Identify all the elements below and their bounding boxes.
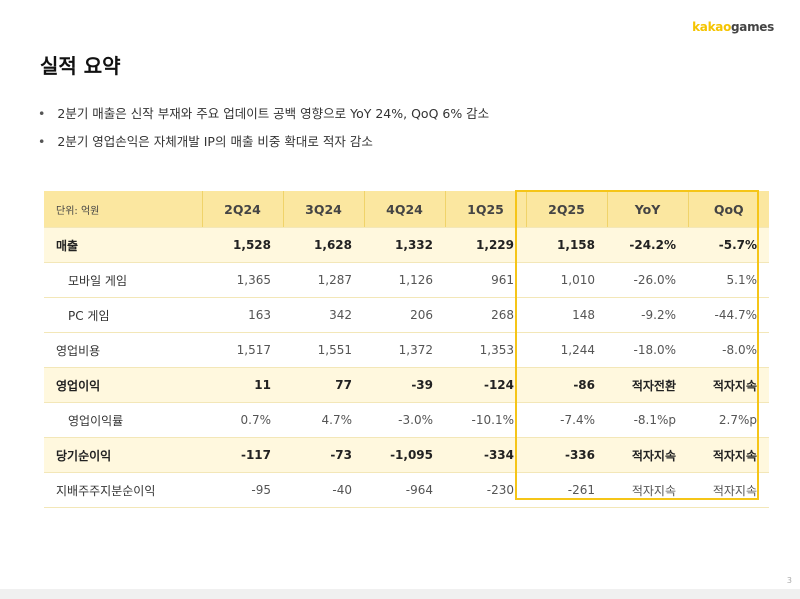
- row-label: 영업비용: [44, 332, 202, 368]
- cell-value: 148: [526, 297, 607, 333]
- row-label: 당기순이익: [44, 437, 202, 473]
- row-label: PC 게임: [44, 297, 202, 333]
- cell-value: 268: [445, 297, 526, 333]
- cell-value: -1,095: [364, 437, 445, 473]
- cell-value: 1,551: [283, 332, 364, 368]
- column-header: 1Q25: [444, 191, 526, 228]
- table-row: 모바일 게임 1,365 1,287 1,126 961 1,010 -26.0% 5.1%: [44, 262, 769, 298]
- cell-value: 1,126: [364, 262, 445, 298]
- cell-value: 961: [445, 262, 526, 298]
- table-row: 영업비용 1,517 1,551 1,372 1,353 1,244 -18.0% -8.0%: [44, 332, 769, 368]
- cell-value: -26.0%: [607, 262, 688, 298]
- cell-value: -24.2%: [607, 227, 688, 263]
- summary-bullets: 2분기 매출은 신작 부재와 주요 업데이트 공백 영향으로 YoY 24%, …: [38, 100, 489, 156]
- page-number: 3: [786, 576, 792, 585]
- cell-value: -95: [202, 472, 283, 508]
- cell-value: 적자지속: [688, 472, 769, 508]
- table-row: 영업이익 11 77 -39 -124 -86 적자전환 적자지속: [44, 367, 769, 403]
- cell-value: 4.7%: [283, 402, 364, 438]
- cell-value: -964: [364, 472, 445, 508]
- cell-value: 1,372: [364, 332, 445, 368]
- bullet-item: 2분기 영업손익은 자체개발 IP의 매출 비중 확대로 적자 감소: [38, 128, 489, 156]
- cell-value: 0.7%: [202, 402, 283, 438]
- cell-value: -18.0%: [607, 332, 688, 368]
- cell-value: -86: [526, 367, 607, 403]
- cell-value: 1,365: [202, 262, 283, 298]
- cell-value: 1,628: [283, 227, 364, 263]
- cell-value: 적자지속: [688, 367, 769, 403]
- column-header: 2Q25: [525, 191, 607, 228]
- table-row: 지배주주지분순이익 -95 -40 -964 -230 -261 적자지속 적자지속: [44, 472, 769, 508]
- row-label: 영업이익: [44, 367, 202, 403]
- cell-value: 1,517: [202, 332, 283, 368]
- cell-value: 적자지속: [607, 437, 688, 473]
- cell-value: 1,332: [364, 227, 445, 263]
- cell-value: -8.0%: [688, 332, 769, 368]
- cell-value: 206: [364, 297, 445, 333]
- cell-value: 77: [283, 367, 364, 403]
- column-header: 3Q24: [282, 191, 364, 228]
- cell-value: -39: [364, 367, 445, 403]
- cell-value: 적자지속: [688, 437, 769, 473]
- row-label: 매출: [44, 227, 202, 263]
- cell-value: 1,158: [526, 227, 607, 263]
- cell-value: 163: [202, 297, 283, 333]
- cell-value: -230: [445, 472, 526, 508]
- column-header: YoY: [606, 191, 688, 228]
- cell-value: -261: [526, 472, 607, 508]
- cell-value: -117: [202, 437, 283, 473]
- footer-bar: [0, 589, 800, 599]
- cell-value: 적자지속: [607, 472, 688, 508]
- cell-value: 11: [202, 367, 283, 403]
- cell-value: -124: [445, 367, 526, 403]
- unit-label: 단위: 억원: [44, 191, 202, 228]
- cell-value: -9.2%: [607, 297, 688, 333]
- bullet-item: 2분기 매출은 신작 부재와 주요 업데이트 공백 영향으로 YoY 24%, …: [38, 100, 489, 128]
- cell-value: 1,353: [445, 332, 526, 368]
- row-label: 모바일 게임: [44, 262, 202, 298]
- cell-value: -8.1%p: [607, 402, 688, 438]
- cell-value: 1,229: [445, 227, 526, 263]
- row-label: 지배주주지분순이익: [44, 472, 202, 508]
- cell-value: 적자전환: [607, 367, 688, 403]
- cell-value: -44.7%: [688, 297, 769, 333]
- cell-value: 2.7%p: [688, 402, 769, 438]
- cell-value: 1,010: [526, 262, 607, 298]
- cell-value: -10.1%: [445, 402, 526, 438]
- cell-value: -336: [526, 437, 607, 473]
- column-header: QoQ: [687, 191, 769, 228]
- cell-value: -40: [283, 472, 364, 508]
- cell-value: 342: [283, 297, 364, 333]
- cell-value: -7.4%: [526, 402, 607, 438]
- cell-value: 1,244: [526, 332, 607, 368]
- column-header: 4Q24: [363, 191, 445, 228]
- column-header: 2Q24: [201, 191, 283, 228]
- cell-value: 5.1%: [688, 262, 769, 298]
- cell-value: -5.7%: [688, 227, 769, 263]
- kakaogames-logo: kakaogames: [692, 20, 774, 34]
- table-row: 매출 1,528 1,628 1,332 1,229 1,158 -24.2% -5.7%: [44, 227, 769, 263]
- table-row: PC 게임 163 342 206 268 148 -9.2% -44.7%: [44, 297, 769, 333]
- cell-value: -334: [445, 437, 526, 473]
- table-row: 영업이익률 0.7% 4.7% -3.0% -10.1% -7.4% -8.1%p 2.7%p: [44, 402, 769, 438]
- cell-value: -73: [283, 437, 364, 473]
- earnings-table: 단위: 억원 2Q24 3Q24 4Q24 1Q25 2Q25 YoY QoQ 매출 1,52…: [44, 191, 769, 508]
- cell-value: -3.0%: [364, 402, 445, 438]
- cell-value: 1,287: [283, 262, 364, 298]
- row-label: 영업이익률: [44, 402, 202, 438]
- page-title: 실적 요약: [40, 54, 121, 78]
- table-row: 당기순이익 -117 -73 -1,095 -334 -336 적자지속 적자지속: [44, 437, 769, 473]
- cell-value: 1,528: [202, 227, 283, 263]
